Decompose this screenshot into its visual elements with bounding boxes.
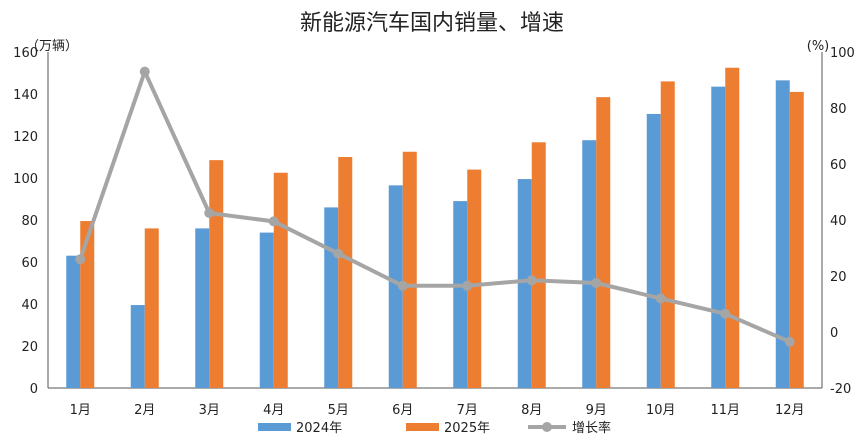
left-tick-label: 160	[13, 46, 38, 61]
chart-title: 新能源汽车国内销量、增速	[300, 11, 564, 36]
bar-2025年	[273, 172, 288, 388]
growth-rate-point	[333, 248, 344, 259]
right-tick-label: 0	[830, 326, 838, 341]
legend-swatch	[406, 423, 439, 431]
legend-label: 2025年	[444, 421, 490, 436]
growth-rate-point	[784, 336, 795, 347]
bar-2024年	[388, 185, 403, 388]
bar-2025年	[789, 91, 804, 389]
x-tick-label: 10月	[646, 403, 676, 418]
bar-2024年	[453, 201, 468, 388]
bar-2024年	[646, 113, 661, 388]
plot-area: 0 20 40 60 80 100 120 140 160 -20 0 20 40 60 80 100 1月 2月…	[13, 46, 855, 418]
left-tick-label: 20	[21, 340, 38, 355]
right-tick-label: 20	[830, 270, 847, 285]
x-tick-label: 3月	[199, 403, 220, 418]
bar-2024年	[195, 228, 210, 388]
x-tick-label: 1月	[70, 403, 91, 418]
x-tick-label: 8月	[521, 403, 542, 418]
right-axis-unit: (%)	[807, 39, 830, 54]
bar-2024年	[66, 255, 81, 388]
growth-rate-point	[720, 308, 731, 319]
growth-rate-point	[397, 280, 408, 291]
legend-swatch	[258, 423, 291, 431]
left-tick-label: 120	[13, 130, 38, 145]
left-tick-label: 140	[13, 88, 38, 103]
legend: 2024年 2025年 增长率	[258, 420, 611, 436]
right-tick-label: 40	[830, 214, 847, 229]
growth-rate-point	[591, 278, 602, 288]
bar-2025年	[596, 97, 611, 389]
bar-2025年	[660, 81, 675, 389]
bar-2025年	[338, 157, 353, 388]
left-tick-label: 0	[30, 382, 38, 397]
legend-label: 增长率	[572, 420, 611, 436]
right-tick-label: 80	[830, 102, 847, 117]
bar-2025年	[531, 142, 546, 388]
bar-2025年	[467, 169, 482, 388]
left-axis-unit: （万辆）	[26, 39, 78, 54]
bar-2024年	[775, 80, 790, 388]
growth-rate-point	[462, 280, 473, 291]
left-tick-label: 60	[21, 256, 38, 271]
legend-label: 2024年	[296, 421, 342, 436]
x-tick-label: 9月	[586, 403, 607, 418]
bar-2025年	[402, 151, 417, 388]
x-tick-label: 6月	[392, 403, 413, 418]
right-tick-label: 60	[830, 158, 847, 173]
bar-2025年	[144, 228, 159, 388]
left-tick-label: 100	[13, 172, 38, 187]
growth-rate-point	[526, 275, 537, 286]
x-tick-label: 5月	[328, 403, 349, 418]
growth-rate-point	[75, 254, 86, 265]
x-tick-label: 7月	[457, 403, 478, 418]
bar-2025年	[725, 67, 740, 388]
x-tick-label: 11月	[710, 403, 740, 418]
x-tick-label: 2月	[134, 403, 155, 418]
growth-rate-line	[78, 69, 791, 344]
bar-2025年	[80, 221, 95, 388]
bar-2024年	[711, 86, 726, 389]
legend-swatch-marker	[542, 422, 552, 432]
bar-2024年	[582, 140, 597, 388]
bar-2024年	[517, 179, 532, 388]
bar-2024年	[130, 305, 145, 388]
x-tick-label: 4月	[263, 403, 284, 418]
growth-rate-point	[204, 208, 215, 218]
growth-rate-point	[655, 293, 666, 304]
left-tick-label: 40	[21, 298, 38, 313]
growth-rate-point	[139, 66, 150, 77]
right-tick-label: -20	[830, 382, 851, 397]
left-tick-label: 80	[21, 214, 38, 229]
growth-rate-point	[268, 216, 279, 227]
x-tick-label: 12月	[775, 403, 805, 418]
bar-2025年	[209, 160, 224, 388]
right-tick-label: 100	[830, 46, 855, 61]
bar-2024年	[324, 207, 339, 388]
bar-2024年	[259, 232, 274, 388]
